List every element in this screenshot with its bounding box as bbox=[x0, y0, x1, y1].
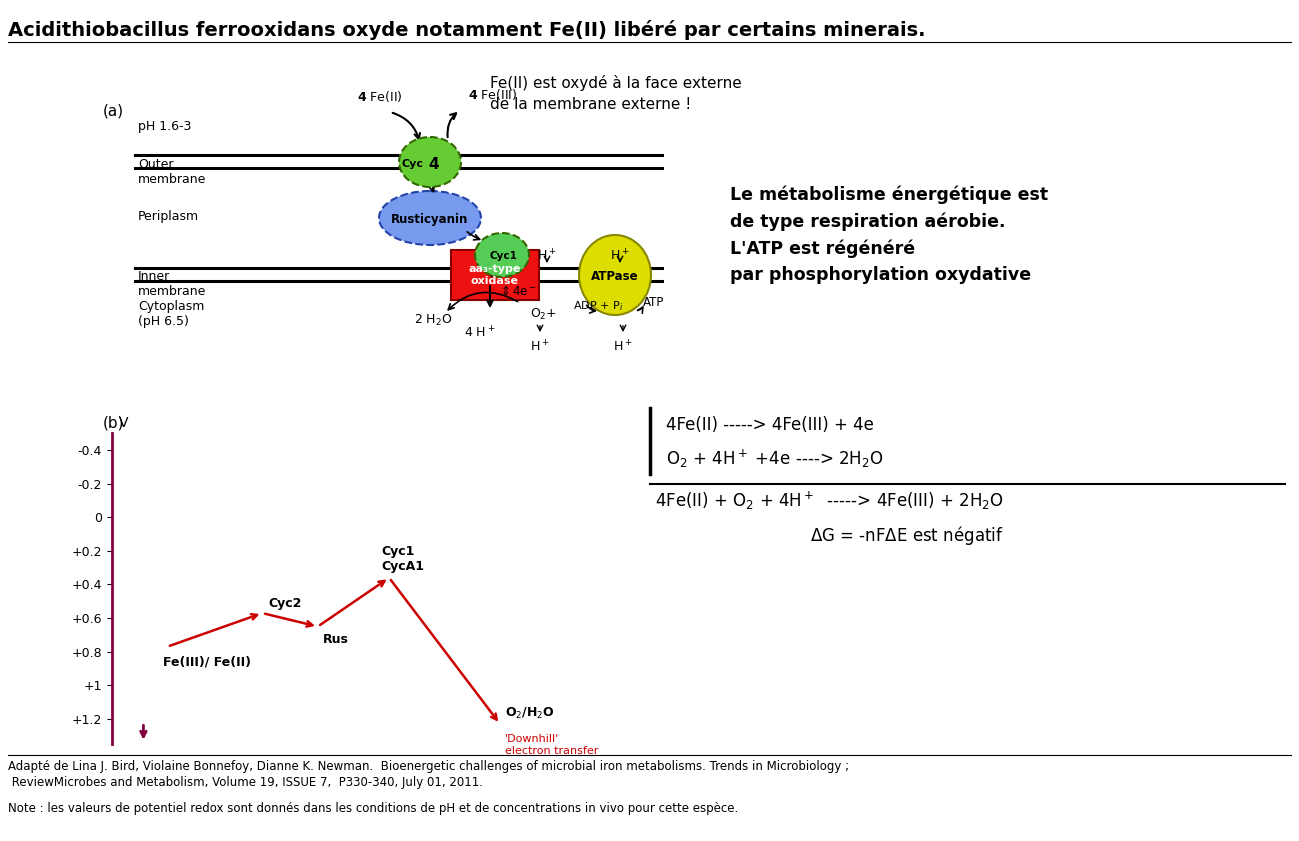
Text: ADP + P$_i$: ADP + P$_i$ bbox=[573, 299, 624, 313]
Text: Le métabolisme énergétique est
de type respiration aérobie.
L'ATP est régénéré
p: Le métabolisme énergétique est de type r… bbox=[730, 185, 1048, 284]
Text: Cyc: Cyc bbox=[401, 159, 423, 169]
Text: pH 1.6-3: pH 1.6-3 bbox=[138, 120, 191, 133]
Text: ATPase: ATPase bbox=[591, 271, 639, 283]
Text: (a): (a) bbox=[103, 103, 125, 118]
Ellipse shape bbox=[579, 235, 651, 315]
Text: H$^+$: H$^+$ bbox=[613, 339, 633, 354]
Text: 4: 4 bbox=[427, 156, 439, 172]
Text: Outer
membrane: Outer membrane bbox=[138, 158, 207, 186]
Text: Rusticyanin: Rusticyanin bbox=[391, 213, 469, 225]
Text: Acidithiobacillus ferrooxidans oxyde notamment Fe(II) libéré par certains minera: Acidithiobacillus ferrooxidans oxyde not… bbox=[8, 20, 925, 40]
Text: $\mathbf{4}$ Fe(II): $\mathbf{4}$ Fe(II) bbox=[357, 89, 403, 104]
Text: aa₃-type
oxidase: aa₃-type oxidase bbox=[469, 264, 521, 286]
Text: Cyc1
CycA1: Cyc1 CycA1 bbox=[381, 545, 425, 573]
Text: (b): (b) bbox=[103, 415, 125, 430]
Text: O$_2$+: O$_2$+ bbox=[530, 307, 557, 322]
Text: H$^+$: H$^+$ bbox=[530, 339, 549, 354]
Text: Rus: Rus bbox=[322, 633, 348, 646]
Text: Adapté de Lina J. Bird, Violaine Bonnefoy, Dianne K. Newman.  Bioenergetic chall: Adapté de Lina J. Bird, Violaine Bonnefo… bbox=[8, 760, 850, 773]
Text: Cyc2: Cyc2 bbox=[269, 597, 303, 610]
Text: 4Fe(II) + O$_2$ + 4H$^+$  -----> 4Fe(III) + 2H$_2$O: 4Fe(II) + O$_2$ + 4H$^+$ -----> 4Fe(III)… bbox=[655, 490, 1004, 512]
Text: ATP: ATP bbox=[643, 296, 664, 309]
Text: H$^+$: H$^+$ bbox=[611, 248, 630, 263]
Text: 2 H$_2$O: 2 H$_2$O bbox=[414, 313, 452, 328]
Ellipse shape bbox=[399, 137, 461, 187]
Text: Note : les valeurs de potentiel redox sont donnés dans les conditions de pH et d: Note : les valeurs de potentiel redox so… bbox=[8, 802, 738, 815]
Text: Cyc1: Cyc1 bbox=[488, 251, 517, 261]
Text: Cytoplasm
(pH 6.5): Cytoplasm (pH 6.5) bbox=[138, 300, 204, 328]
Text: Periplasm: Periplasm bbox=[138, 210, 199, 223]
FancyBboxPatch shape bbox=[451, 250, 539, 300]
Text: 4Fe(II) -----> 4Fe(III) + 4e: 4Fe(II) -----> 4Fe(III) + 4e bbox=[666, 416, 874, 434]
Text: Fe(III)/ Fe(II): Fe(III)/ Fe(II) bbox=[164, 655, 251, 668]
Ellipse shape bbox=[379, 191, 481, 245]
Text: O$_2$/H$_2$O: O$_2$/H$_2$O bbox=[505, 706, 555, 721]
Text: $\Delta$G = -nF$\Delta$E est négatif: $\Delta$G = -nF$\Delta$E est négatif bbox=[811, 524, 1004, 547]
Text: O$_2$ + 4H$^+$ +4e ----> 2H$_2$O: O$_2$ + 4H$^+$ +4e ----> 2H$_2$O bbox=[666, 448, 883, 470]
Text: Inner
membrane: Inner membrane bbox=[138, 270, 207, 298]
Text: $\mathbf{4}$ Fe(III): $\mathbf{4}$ Fe(III) bbox=[468, 87, 517, 102]
Text: ReviewMicrobes and Metabolism, Volume 19, ISSUE 7,  P330-340, July 01, 2011.: ReviewMicrobes and Metabolism, Volume 19… bbox=[8, 776, 483, 789]
Text: 4 H$^+$: 4 H$^+$ bbox=[464, 325, 496, 341]
Text: Fe(II) est oxydé à la face externe
de la membrane externe !: Fe(II) est oxydé à la face externe de la… bbox=[490, 75, 742, 112]
Text: $\Updownarrow$4e$^-$: $\Updownarrow$4e$^-$ bbox=[498, 285, 536, 298]
Text: V: V bbox=[118, 415, 129, 430]
Text: 'Downhill'
electron transfer: 'Downhill' electron transfer bbox=[505, 734, 599, 756]
Ellipse shape bbox=[475, 233, 529, 277]
Text: H$^+$: H$^+$ bbox=[538, 248, 557, 263]
